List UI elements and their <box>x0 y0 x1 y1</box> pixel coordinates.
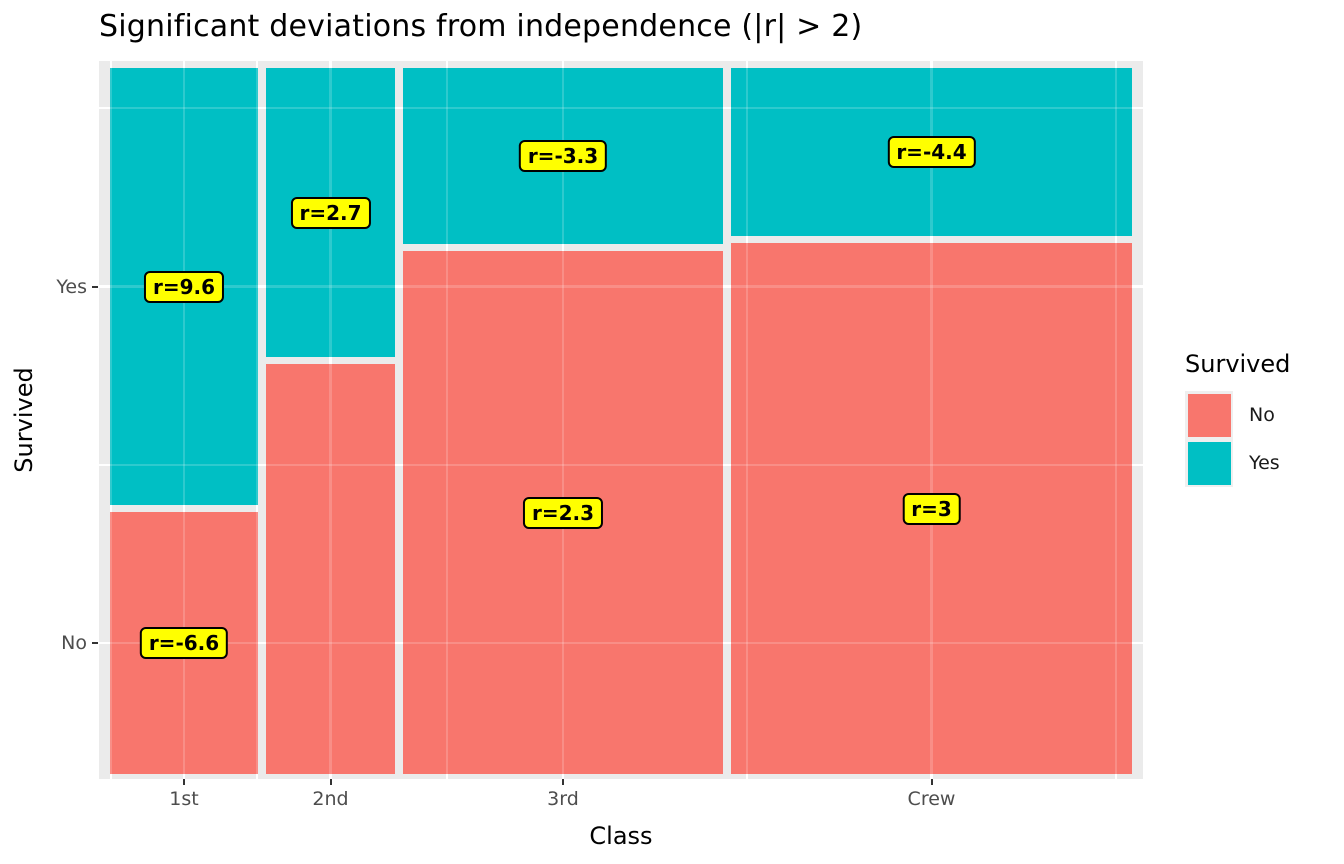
legend-swatch-no <box>1187 393 1231 437</box>
x-tick-mark <box>562 779 564 785</box>
legend-keys: No Yes <box>1185 391 1290 487</box>
gridline-x-major-overlay <box>182 61 186 779</box>
y-tick-mark <box>92 642 98 644</box>
residual-label: r=-6.6 <box>139 627 229 659</box>
residual-label: r=-3.3 <box>518 140 608 172</box>
residual-label: r=-4.4 <box>887 136 976 168</box>
plot-panel: r=9.6 r=-6.6 r=2.7 r=-3.3 r=2.3 r=-4.4 r=3 <box>99 61 1143 779</box>
x-tick-mark <box>329 779 332 785</box>
y-tick-mark <box>92 285 98 288</box>
legend-entry-yes: Yes <box>1185 439 1290 487</box>
y-axis-title: Survived <box>10 367 38 473</box>
legend-key-yes <box>1185 439 1233 487</box>
residual-label: r=9.6 <box>143 270 225 303</box>
gridline-x-minor-overlay <box>746 61 749 779</box>
x-tick-mark <box>183 779 185 785</box>
y-tick-label-yes: Yes <box>56 275 87 298</box>
x-tick-label-2nd: 2nd <box>312 788 349 810</box>
legend: Survived No Yes <box>1185 350 1290 487</box>
x-tick-mark <box>930 779 933 785</box>
legend-label-no: No <box>1249 404 1275 426</box>
gridline-x-minor-overlay <box>445 61 448 779</box>
gridline-y-major-overlay <box>99 641 1143 645</box>
chart-title: Significant deviations from independence… <box>99 9 863 44</box>
residual-label: r=2.3 <box>522 496 604 529</box>
residual-label: r=3 <box>902 492 961 525</box>
x-axis-title: Class <box>589 822 653 850</box>
legend-swatch-yes <box>1187 441 1231 485</box>
gridline-x-minor-overlay <box>256 61 259 779</box>
gridline-x-major-overlay <box>930 61 933 779</box>
legend-label-yes: Yes <box>1249 452 1280 474</box>
legend-title: Survived <box>1185 350 1291 378</box>
gridline-y-minor-overlay <box>99 107 1143 110</box>
x-tick-label-1st: 1st <box>169 788 199 810</box>
gridline-y-minor-overlay <box>99 463 1143 466</box>
x-tick-label-3rd: 3rd <box>547 788 579 810</box>
gridline-x-major-overlay <box>329 61 332 779</box>
legend-entry-no: No <box>1185 391 1290 439</box>
x-tick-label-crew: Crew <box>907 788 956 810</box>
gridline-x-minor-overlay <box>1114 61 1117 779</box>
gridline-x-major-overlay <box>561 61 565 779</box>
legend-key-no <box>1185 391 1233 439</box>
residual-label: r=2.7 <box>290 196 371 229</box>
mosaic-cell-2nd-no <box>266 364 395 774</box>
y-tick-label-no: No <box>61 632 87 654</box>
gridline-x-minor-overlay <box>109 61 112 779</box>
gridline-y-major-overlay <box>99 285 1143 288</box>
